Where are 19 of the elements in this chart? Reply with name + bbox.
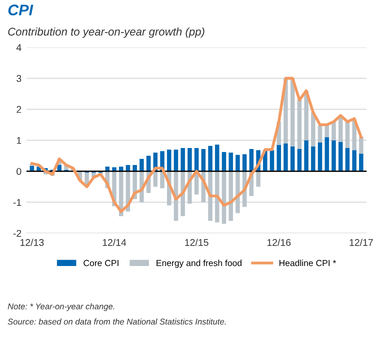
chart-subtitle: Contribution to year-on-year growth (pp) [8,27,204,38]
y-tick-label: -2 [13,230,22,237]
legend-label: Energy and fresh food [156,260,242,268]
x-tick-label: 12/16 [267,238,291,246]
y-tick-label: 4 [16,44,22,51]
x-tick-label: 12/13 [20,238,44,246]
legend-label: Core CPI [84,260,118,266]
chart-title: CPI [8,4,34,16]
x-tick-label: 12/17 [350,238,373,246]
y-tick-label: -1 [13,199,22,206]
y-tick-label: 0 [16,168,22,175]
y-tick-label: 1 [16,137,22,144]
text: Note: * Year-on-year change. [8,303,114,311]
x-tick-label: 12/15 [185,238,208,246]
source-note: Source: based on data from the National Statistics Institute. [8,318,226,325]
legend-label: Headline CPI * [279,260,336,266]
y-tick-label: 3 [16,75,22,82]
x-tick-label: 12/14 [102,238,126,246]
y-tick-label: 2 [16,106,22,113]
